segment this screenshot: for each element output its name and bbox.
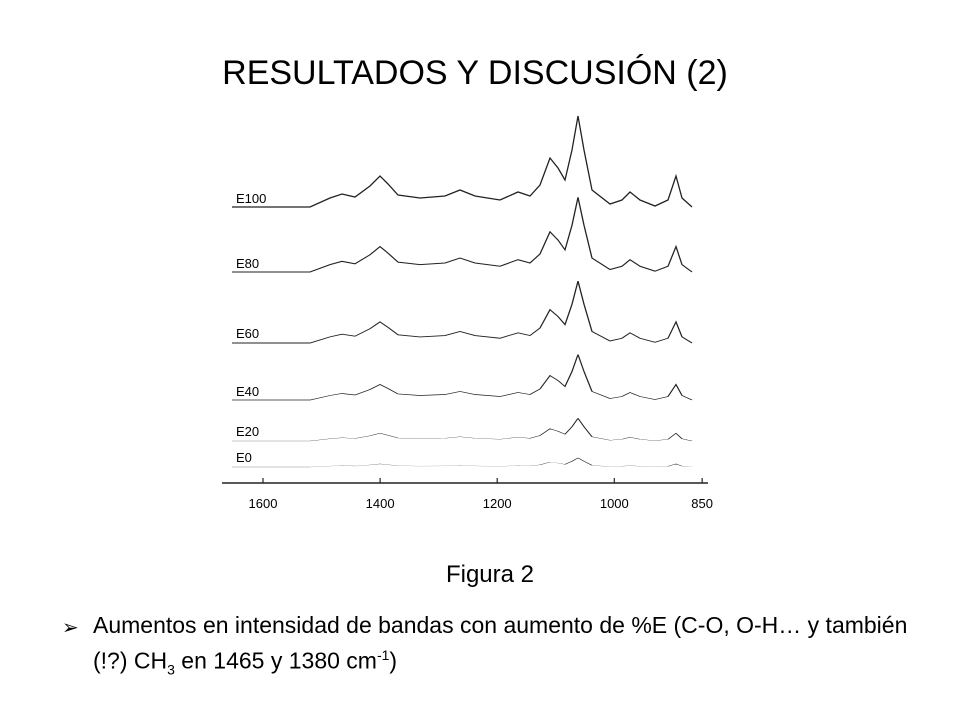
spectrum-label: E0: [236, 450, 252, 465]
bullet-text: Aumentos en intensidad de bandas con aum…: [93, 610, 933, 684]
x-tick-label: 1600: [249, 496, 278, 511]
spectrum: [231, 417, 693, 442]
spectrum: [231, 196, 693, 273]
subscript: 3: [167, 661, 175, 678]
spectrum: [231, 280, 693, 344]
figure-caption: Figura 2: [446, 561, 534, 588]
superscript: -1: [376, 647, 390, 663]
spectrum: [231, 457, 693, 468]
spectra: [231, 115, 693, 468]
spectrum-label: E100: [236, 191, 266, 206]
spectrum-label: E80: [236, 256, 259, 271]
text: en 1465 y 1380 cm: [174, 647, 377, 674]
text: Aumentos en intensidad de bandas con aum…: [93, 612, 908, 674]
text: ): [389, 647, 398, 674]
spectrum: [231, 353, 693, 401]
slide-title: RESULTADOS Y DISCUSIÓN (2): [222, 54, 728, 92]
bullet-marker: ➢: [62, 617, 79, 639]
spectrum-label: E20: [236, 424, 259, 439]
x-tick-label: 850: [691, 496, 713, 511]
x-tick-label: 1200: [483, 496, 512, 511]
spectrum: [231, 115, 693, 208]
x-tick-label: 1400: [366, 496, 395, 511]
spectrum-label: E60: [236, 326, 259, 341]
spectrum-label: E40: [236, 384, 259, 399]
x-tick-label: 1000: [600, 496, 629, 511]
